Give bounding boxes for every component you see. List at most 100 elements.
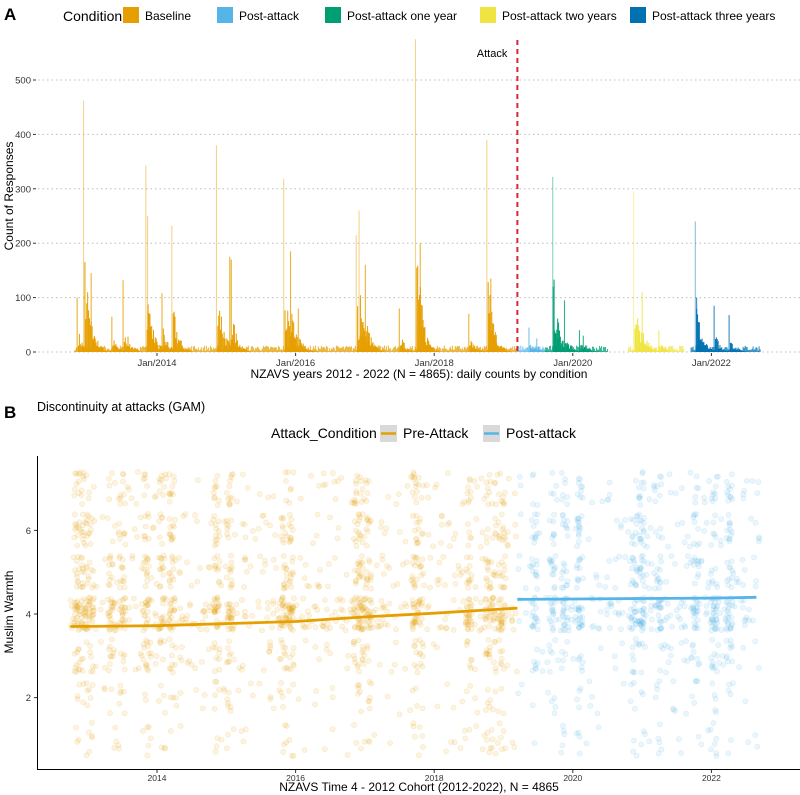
scatter-point — [267, 693, 274, 700]
count-bar — [486, 349, 488, 352]
scatter-point — [709, 636, 716, 643]
count-bar — [476, 345, 478, 352]
scatter-point — [444, 470, 451, 476]
count-bar — [399, 345, 401, 352]
scatter-point — [559, 521, 566, 528]
scatter-point — [116, 700, 123, 707]
scatter-point — [157, 583, 164, 590]
scatter-point — [155, 626, 162, 633]
scatter-point — [385, 493, 392, 500]
scatter-point — [120, 478, 126, 485]
scatter-point — [278, 596, 285, 603]
scatter-point — [74, 606, 81, 613]
scatter-point — [335, 525, 342, 531]
scatter-point — [465, 621, 472, 628]
scatter-point — [314, 581, 321, 588]
scatter-point — [491, 610, 498, 616]
count-bar — [497, 345, 499, 352]
scatter-point — [355, 511, 362, 518]
scatter-point — [687, 543, 693, 550]
scatter-point — [148, 650, 155, 657]
count-bar — [333, 348, 335, 352]
scatter-point — [119, 556, 126, 563]
scatter-point — [534, 660, 541, 666]
scatter-point — [694, 617, 701, 624]
scatter-point — [166, 471, 173, 478]
scatter-point — [465, 596, 472, 603]
scatter-point — [122, 595, 129, 601]
scatter-point — [755, 538, 762, 545]
scatter-point — [630, 679, 637, 686]
scatter-point — [73, 480, 80, 487]
count-bar — [127, 336, 129, 352]
scatter-point — [124, 483, 131, 490]
scatter-point — [465, 484, 471, 491]
scatter-point — [425, 602, 432, 609]
scatter-point — [509, 618, 515, 625]
scatter-point — [576, 607, 582, 614]
scatter-point — [708, 567, 715, 574]
scatter-point — [698, 741, 705, 748]
scatter-point — [160, 552, 167, 559]
scatter-point — [229, 625, 236, 632]
scatter-point — [658, 625, 665, 631]
count-bar — [638, 346, 640, 352]
scatter-point — [167, 728, 174, 734]
scatter-point — [352, 659, 359, 666]
scatter-point — [73, 622, 80, 628]
scatter-point — [652, 528, 659, 535]
count-bar — [542, 346, 544, 352]
count-bar — [233, 323, 235, 352]
scatter-point — [211, 705, 218, 712]
scatter-point — [486, 489, 493, 496]
scatter-point — [279, 639, 286, 646]
scatter-point — [182, 511, 189, 518]
count-bar — [489, 295, 491, 352]
scatter-point — [211, 595, 218, 602]
scatter-point — [286, 606, 293, 612]
scatter-point — [197, 626, 204, 633]
scatter-point — [409, 489, 416, 496]
count-bar — [146, 329, 148, 352]
scatter-point — [633, 513, 640, 520]
scatter-point — [203, 626, 210, 633]
condition-legend: Condition Baseline Post-attack Post-attack … — [63, 7, 775, 24]
count-bar — [419, 243, 421, 352]
scatter-point — [355, 616, 361, 623]
scatter-point — [116, 554, 123, 561]
scatter-point — [695, 661, 702, 668]
scatter-point — [402, 600, 409, 607]
scatter-point — [472, 584, 479, 591]
count-bar — [733, 350, 735, 352]
scatter-point — [320, 482, 327, 488]
scatter-point — [110, 649, 117, 656]
scatter-point — [502, 536, 508, 542]
scatter-point — [631, 608, 638, 615]
scatter-point — [157, 637, 164, 644]
scatter-point — [333, 618, 339, 625]
scatter-point — [712, 565, 719, 572]
scatter-point — [75, 626, 82, 633]
scatter-point — [479, 555, 486, 562]
scatter-point — [144, 597, 151, 604]
legend-swatch — [217, 7, 233, 23]
scatter-point — [384, 562, 390, 569]
scatter-point — [283, 565, 289, 572]
count-bar — [557, 350, 559, 352]
count-bar — [706, 348, 708, 352]
count-bar — [658, 330, 660, 352]
scatter-point — [754, 743, 761, 750]
scatter-point — [751, 554, 757, 561]
scatter-point — [419, 744, 426, 750]
count-bar — [360, 318, 362, 352]
count-bar — [154, 347, 156, 352]
count-bar — [642, 349, 644, 352]
scatter-point — [641, 542, 647, 548]
count-bar — [732, 350, 734, 352]
scatter-point — [329, 694, 336, 701]
count-bar — [92, 338, 94, 352]
count-bar — [377, 345, 379, 352]
count-bar — [339, 347, 341, 352]
scatter-point — [632, 621, 639, 628]
